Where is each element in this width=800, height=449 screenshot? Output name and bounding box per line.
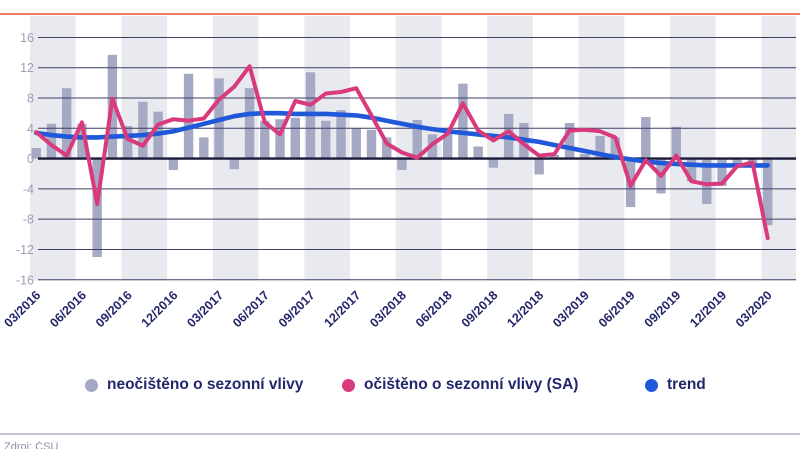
legend-label-trend: trend [667,376,706,393]
svg-text:06/2017: 06/2017 [230,288,272,330]
svg-text:-4: -4 [23,182,34,196]
svg-text:06/2019: 06/2019 [596,288,638,330]
svg-text:0: 0 [27,152,34,166]
svg-text:03/2016: 03/2016 [1,288,43,330]
svg-text:12/2019: 12/2019 [687,288,729,330]
svg-text:4: 4 [27,122,34,136]
svg-text:03/2020: 03/2020 [733,288,775,330]
svg-text:09/2018: 09/2018 [459,288,501,330]
svg-text:-8: -8 [23,213,34,227]
legend-item-trend: trend [645,374,706,396]
legend-label-unadjusted: neočištěno o sezonní vlivy [107,376,304,393]
svg-text:03/2017: 03/2017 [184,288,226,330]
svg-text:-16: -16 [16,273,34,287]
svg-text:12/2016: 12/2016 [139,288,181,330]
chart-legend: neočištěno o sezonní vlivy očištěno o se… [0,374,800,396]
top-accent-line [0,13,800,15]
svg-text:16: 16 [20,31,34,45]
svg-text:12/2017: 12/2017 [322,288,364,330]
legend-item-unadjusted: neočištěno o sezonní vlivy [85,374,303,396]
footer-divider [0,433,800,435]
svg-text:03/2018: 03/2018 [367,288,409,330]
svg-text:12/2018: 12/2018 [504,288,546,330]
legend-dot-trend-icon [645,378,658,392]
legend-label-seasonally-adjusted: očištěno o sezonní vlivy (SA) [364,376,579,393]
source-note: Zdroj: ČSÚ [4,441,59,449]
svg-text:-12: -12 [16,243,34,257]
legend-item-seasonally-adjusted: očištěno o sezonní vlivy (SA) [342,374,578,396]
svg-text:09/2016: 09/2016 [93,288,135,330]
svg-text:03/2019: 03/2019 [550,288,592,330]
legend-dot-unadjusted-icon [85,378,98,392]
legend-dot-seasonally-adjusted-icon [342,378,355,392]
svg-text:06/2016: 06/2016 [47,288,89,330]
svg-text:8: 8 [27,92,34,106]
svg-text:09/2017: 09/2017 [276,288,318,330]
svg-text:12: 12 [20,61,34,75]
svg-text:06/2018: 06/2018 [413,288,455,330]
svg-text:09/2019: 09/2019 [642,288,684,330]
